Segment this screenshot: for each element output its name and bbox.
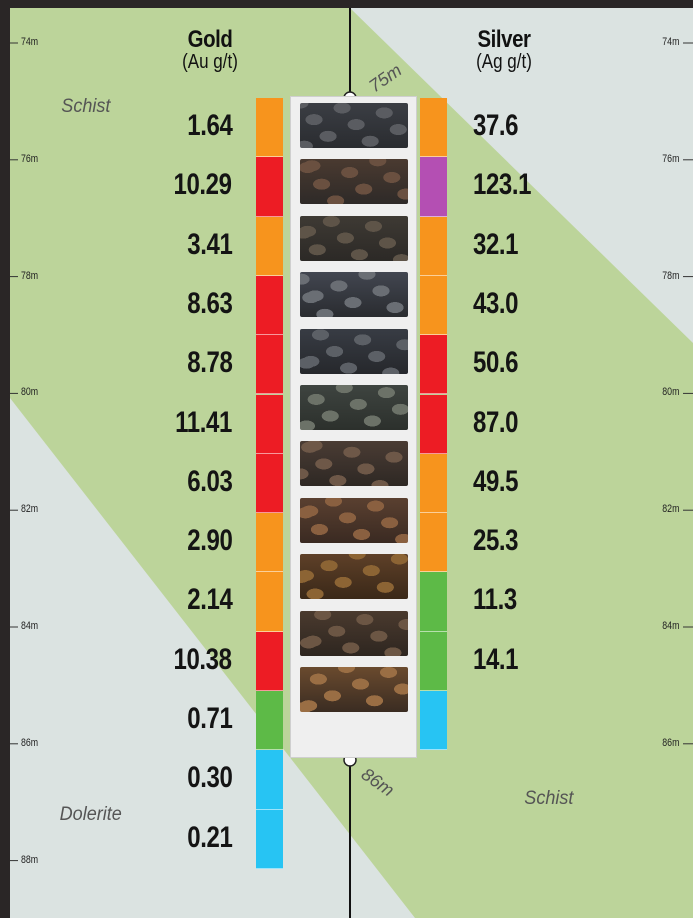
silver-value: 14.1 [473,642,519,676]
silver-grade-segment [420,691,447,751]
gold-grade-segment [256,809,283,869]
silver-grade-segment [420,631,447,691]
core-assay-diagram: Gold (Au g/t) Silver (Ag g/t) Schist Dol… [10,8,693,918]
silver-grade-segment [420,157,447,217]
core-sample-row [300,610,408,656]
depth-tick-label: 80m [21,386,39,399]
core-sample-row [300,215,408,261]
depth-tick-label: 82m [21,503,39,516]
gold-value: 0.30 [186,761,233,795]
gold-value: 2.14 [186,583,233,617]
silver-unit: (Ag g/t) [476,51,532,73]
core-sample-row [300,497,408,543]
silver-grade-segment [420,513,447,573]
gold-grade-segment [256,98,283,158]
core-sample-row [300,328,408,374]
gold-grade-segment [256,335,283,395]
silver-value: 25.3 [473,524,519,558]
core-sample-row [300,159,408,205]
depth-tick-label: 78m [21,269,39,282]
core-tray [291,97,416,757]
silver-grade-segment [420,216,447,276]
gold-value: 0.71 [186,702,233,735]
gold-value: 11.41 [175,405,232,439]
core-sample-row [300,272,408,318]
gold-grade-segment [256,691,283,751]
silver-grade-segment [420,335,447,395]
rock-label-schist-lower: Schist [524,788,574,809]
gold-grade-segment [256,750,283,810]
gold-value: 6.03 [186,464,233,498]
depth-tick-label: 84m [661,620,679,632]
gold-grade-segment [256,394,283,454]
silver-grade-segment [420,275,447,336]
depth-tick-label: 80m [661,386,679,399]
gold-header: Gold (Au g/t) [160,26,260,73]
gold-value: 0.21 [186,820,233,854]
silver-value: 37.6 [473,109,519,142]
gold-value: 2.90 [186,524,233,558]
gold-value: 10.29 [173,168,232,202]
silver-value: 32.1 [473,227,519,261]
gold-value: 10.38 [173,642,232,676]
rock-label-schist-upper: Schist [61,96,111,117]
silver-value: 43.0 [473,286,519,320]
silver-grade-segment [420,394,447,454]
silver-value: 49.5 [473,464,519,498]
gold-grade-segment [256,157,283,217]
rock-label-dolerite: Dolerite [59,804,122,825]
depth-axis-right [683,42,693,745]
depth-tick-label: 88m [21,853,39,866]
silver-grade-segment [420,453,447,514]
silver-value: 123.1 [473,168,532,202]
gold-value: 8.63 [186,286,233,320]
gold-grade-segment [256,572,283,632]
silver-value: 50.6 [473,346,519,380]
core-sample-row [300,554,408,600]
gold-grade-segment [256,513,283,573]
depth-axis-left [10,42,18,862]
gold-unit: (Au g/t) [182,51,238,73]
depth-tick-label: 76m [21,152,39,165]
core-sample-row [300,441,408,487]
gold-grade-segment [256,216,283,276]
silver-header: Silver (Ag g/t) [454,26,554,73]
depth-tick-label: 78m [661,269,679,282]
gold-value: 8.78 [186,346,233,380]
core-sample-row [300,385,408,430]
gold-value: 1.64 [186,109,233,142]
silver-value: 11.3 [473,583,517,617]
depth-tick-label: 74m [661,36,679,48]
gold-value: 3.41 [186,227,233,261]
gold-title: Gold [187,26,233,53]
silver-grade-segment [420,572,447,632]
depth-tick-label: 86m [661,736,679,749]
depth-tick-label: 84m [21,620,39,632]
depth-tick-label: 74m [21,36,39,48]
silver-value: 87.0 [473,405,519,439]
depth-tick-label: 76m [661,152,679,165]
silver-title: Silver [477,26,531,53]
depth-tick-label: 82m [661,503,679,516]
gold-grade-segment [256,453,283,514]
core-sample-row [300,667,408,712]
gold-grade-segment [256,631,283,691]
depth-tick-label: 86m [21,736,39,749]
gold-grade-segment [256,275,283,336]
silver-grade-segment [420,98,447,158]
core-sample-row [300,103,408,148]
